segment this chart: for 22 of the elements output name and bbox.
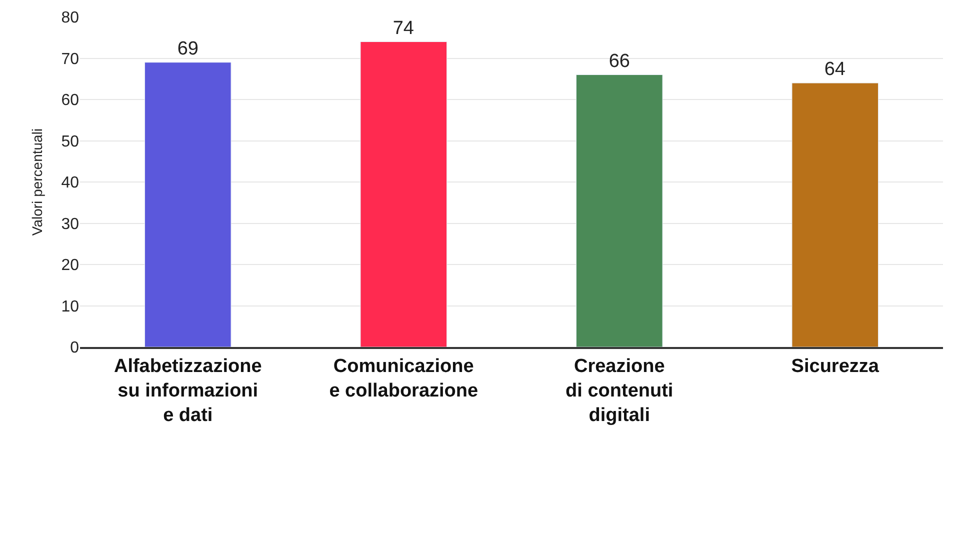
y-tick-label: 60 (61, 92, 80, 110)
y-axis-title: Valori percentuali (28, 128, 45, 236)
y-tick-label: 0 (70, 340, 80, 357)
x-tick-label: Sicurezza (791, 356, 880, 377)
data-label: 64 (824, 59, 846, 80)
y-tick-label: 30 (61, 216, 80, 233)
y-tick-label: 10 (61, 298, 80, 316)
bar (360, 42, 448, 347)
x-tick-label: Comunicazione e collaborazione (329, 356, 478, 402)
bar (792, 82, 879, 347)
x-tick-label: Alfabetizzazione su informazioni e dati (114, 356, 262, 426)
y-tick-label: 40 (61, 174, 80, 192)
data-label: 69 (177, 38, 198, 60)
data-label: 66 (608, 50, 630, 72)
x-tick-label: Creazione di contenuti digitali (566, 356, 674, 426)
bar (144, 62, 232, 347)
bar (576, 74, 663, 347)
y-tick-label: 20 (61, 257, 80, 274)
y-tick-label: 80 (61, 10, 80, 27)
data-label: 74 (392, 18, 414, 39)
y-tick-label: 50 (61, 133, 80, 150)
y-tick-label: 70 (61, 50, 80, 68)
